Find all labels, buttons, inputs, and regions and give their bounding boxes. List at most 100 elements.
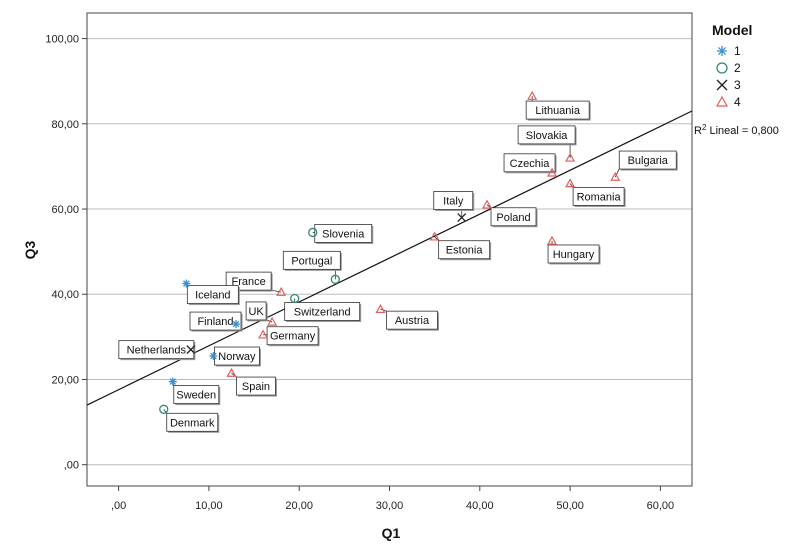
point-label-text: Sweden <box>176 390 216 402</box>
x-tick-label: 20,00 <box>285 500 313 512</box>
point-label-text: Czechia <box>510 158 551 170</box>
data-point-uk <box>267 316 278 326</box>
legend-label-3: 3 <box>734 78 741 92</box>
label-leader <box>614 168 620 178</box>
point-label-romania: Romania <box>569 183 626 207</box>
data-point-sweden <box>168 377 177 386</box>
point-label-text: UK <box>248 306 264 318</box>
point-label-text: Estonia <box>446 245 484 257</box>
point-label-text: Germany <box>270 331 316 343</box>
point-label-text: Poland <box>496 212 530 224</box>
y-tick-label: 80,00 <box>51 119 79 131</box>
data-point-hungary <box>547 235 558 245</box>
x-tick-label: 50,00 <box>556 500 584 512</box>
point-label-hungary: Hungary <box>547 240 601 265</box>
label-box <box>525 100 590 120</box>
data-point-poland <box>482 199 493 209</box>
point-label-text: Italy <box>443 196 464 208</box>
legend-label-4: 4 <box>734 95 741 109</box>
point-label-text: Austria <box>395 315 430 327</box>
marker-core <box>720 49 724 53</box>
data-point-norway <box>209 352 218 361</box>
data-point-switzerland <box>290 293 300 304</box>
data-point-denmark <box>159 404 169 414</box>
data-point-spain <box>226 367 237 377</box>
data-point-italy <box>457 213 467 223</box>
x-tick-label: 60,00 <box>647 500 675 512</box>
data-point-lithuania <box>527 90 538 100</box>
data-point-czechia <box>547 167 558 177</box>
point-label-uk: UK <box>245 301 273 323</box>
point-label-text: Norway <box>218 351 256 363</box>
point-label-text: Lithuania <box>535 105 581 117</box>
data-point-france <box>276 286 287 296</box>
point-label-text: Slovakia <box>526 130 568 142</box>
fit-line-layer <box>86 110 693 406</box>
label-box <box>189 311 242 331</box>
point-label-portugal: Portugal <box>282 250 342 280</box>
label-box <box>186 285 239 304</box>
data-point-bulgaria <box>610 171 621 181</box>
label-box <box>266 326 319 346</box>
axis-layer: ,00 20,00 40,00 60,00 80,00 100,00 ,00 10,00 20,… <box>45 12 693 512</box>
label-box <box>618 150 677 170</box>
marker-stroke <box>186 345 196 355</box>
legend-label-2: 2 <box>734 61 741 75</box>
label-box <box>503 153 556 173</box>
label-box <box>166 412 219 432</box>
y-tick-label: ,00 <box>64 460 79 472</box>
point-label-text: Slovenia <box>322 228 365 240</box>
r2-value: Lineal = 0,800 <box>706 125 778 137</box>
legend-marker-2 <box>716 62 728 74</box>
point-layer <box>159 90 621 414</box>
data-point-slovakia <box>565 152 576 162</box>
point-label-text: France <box>232 276 266 288</box>
label-box <box>438 240 491 260</box>
label-box <box>118 340 195 360</box>
label-box <box>282 250 341 270</box>
r2-prefix: R <box>694 125 702 137</box>
label-box <box>173 385 220 404</box>
point-label-lithuania: Lithuania <box>525 96 591 121</box>
legend-label-1: 1 <box>734 44 741 58</box>
point-label-text: Denmark <box>170 417 215 429</box>
point-label-text: Switzerland <box>294 307 351 319</box>
point-label-text: Romania <box>577 191 622 203</box>
point-label-czechia: Czechia <box>503 153 557 174</box>
marker-stroke <box>716 79 728 91</box>
point-label-text: Netherlands <box>127 345 187 357</box>
label-box <box>517 125 576 145</box>
point-label-switzerland: Switzerland <box>284 298 362 323</box>
point-label-text: Finland <box>197 316 233 328</box>
point-label-norway: Norway <box>213 346 261 367</box>
y-tick-label: 100,00 <box>45 34 79 46</box>
data-point-germany <box>258 329 269 339</box>
marker-core <box>234 322 238 326</box>
point-label-italy: Italy <box>433 191 475 218</box>
x-tick-label: ,00 <box>111 500 126 512</box>
x-axis-title: Q1 <box>382 525 401 541</box>
y-tick-label: 60,00 <box>51 204 79 216</box>
point-label-text: Spain <box>242 381 270 393</box>
point-label-iceland: Iceland <box>185 283 240 306</box>
point-label-poland: Poland <box>486 204 538 228</box>
marker-core <box>171 380 174 383</box>
point-label-bulgaria: Bulgaria <box>614 150 678 178</box>
label-box <box>433 191 474 210</box>
x-tick-label: 40,00 <box>466 500 494 512</box>
point-label-austria: Austria <box>380 308 439 331</box>
point-label-slovakia: Slovakia <box>517 125 577 158</box>
point-label-slovenia: Slovenia <box>312 224 374 244</box>
label-box <box>245 301 267 321</box>
legend-title: Model <box>712 22 752 38</box>
point-label-netherlands: Netherlands <box>118 340 196 361</box>
point-label-estonia: Estonia <box>434 236 492 261</box>
x-tick-label: 10,00 <box>195 500 223 512</box>
data-point-slovenia <box>308 227 318 238</box>
marker-core <box>185 282 188 285</box>
x-tick-label: 30,00 <box>376 500 404 512</box>
point-label-text: Bulgaria <box>628 155 669 167</box>
point-label-text: Portugal <box>291 255 332 267</box>
label-box <box>572 187 625 206</box>
